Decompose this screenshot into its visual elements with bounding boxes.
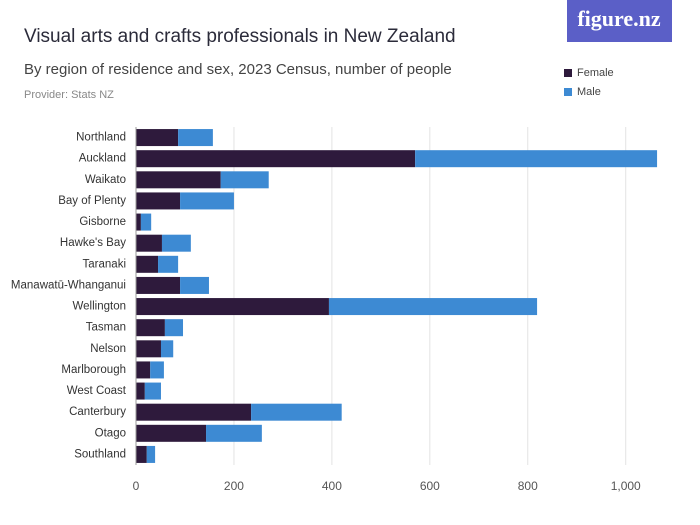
bar bbox=[136, 255, 159, 273]
y-tick-label: Hawke's Bay bbox=[60, 237, 126, 249]
bar bbox=[144, 382, 161, 400]
bar bbox=[136, 424, 207, 442]
bar bbox=[136, 234, 162, 252]
bar bbox=[136, 319, 165, 337]
bar bbox=[164, 319, 184, 337]
bar bbox=[136, 150, 416, 168]
bar bbox=[206, 424, 262, 442]
bar bbox=[140, 213, 152, 231]
y-tick-label: Gisborne bbox=[79, 216, 126, 228]
bar bbox=[136, 276, 181, 294]
bar bbox=[136, 340, 161, 358]
legend-label: Male bbox=[577, 86, 601, 98]
bar bbox=[415, 150, 658, 168]
y-tick-label: Southland bbox=[74, 448, 126, 460]
y-tick-label: Northland bbox=[76, 132, 126, 144]
y-tick-label: Otago bbox=[95, 427, 126, 439]
y-tick-label: Marlborough bbox=[61, 364, 126, 376]
bar bbox=[136, 213, 141, 231]
y-tick-label: Bay of Plenty bbox=[58, 195, 126, 207]
bar bbox=[136, 171, 221, 189]
bar bbox=[160, 340, 174, 358]
x-tick-label: 200 bbox=[224, 479, 244, 493]
bar bbox=[150, 361, 164, 379]
bar bbox=[136, 298, 329, 316]
bar bbox=[146, 445, 156, 463]
provider: Provider: Stats NZ bbox=[24, 89, 114, 101]
bar bbox=[251, 403, 342, 421]
logo: figure.nz bbox=[577, 6, 661, 31]
bar bbox=[180, 276, 209, 294]
bar bbox=[328, 298, 538, 316]
y-tick-label: Manawatū-Whanganui bbox=[11, 279, 126, 291]
y-tick-label: Wellington bbox=[73, 301, 127, 313]
chart-subtitle: By region of residence and sex, 2023 Cen… bbox=[24, 61, 452, 78]
chart-title: Visual arts and crafts professionals in … bbox=[24, 26, 456, 47]
logo-box bbox=[567, 0, 672, 42]
bar bbox=[136, 361, 151, 379]
bar bbox=[161, 234, 191, 252]
x-tick-label: 600 bbox=[420, 479, 440, 493]
y-tick-label: Canterbury bbox=[69, 406, 126, 418]
y-tick-label: Tasman bbox=[86, 322, 126, 334]
bar bbox=[136, 403, 252, 421]
bar bbox=[136, 192, 181, 210]
bar bbox=[220, 171, 269, 189]
x-tick-label: 400 bbox=[322, 479, 342, 493]
x-tick-label: 0 bbox=[133, 479, 140, 493]
y-tick-label: West Coast bbox=[67, 385, 127, 397]
bar bbox=[180, 192, 234, 210]
y-tick-label: Waikato bbox=[85, 174, 126, 186]
x-tick-label: 1,000 bbox=[611, 479, 641, 493]
y-tick-label: Auckland bbox=[79, 153, 126, 165]
legend-label: Female bbox=[577, 67, 614, 79]
bar bbox=[136, 129, 179, 147]
legend-swatch bbox=[564, 69, 572, 77]
x-tick-label: 800 bbox=[518, 479, 538, 493]
bar bbox=[136, 382, 145, 400]
legend-swatch bbox=[564, 88, 572, 96]
y-tick-label: Taranaki bbox=[83, 258, 126, 270]
bar bbox=[158, 255, 179, 273]
bar bbox=[178, 129, 213, 147]
y-tick-label: Nelson bbox=[90, 343, 126, 355]
bar bbox=[136, 445, 147, 463]
